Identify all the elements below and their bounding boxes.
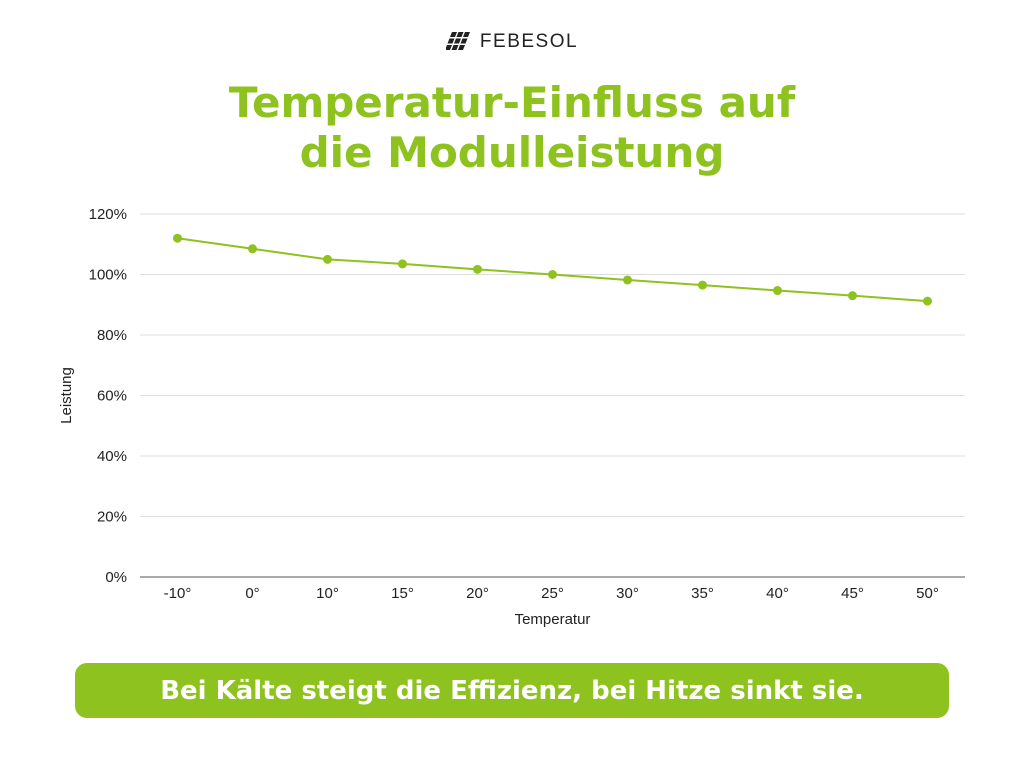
data-point — [773, 286, 782, 296]
y-tick-label: 60% — [97, 388, 127, 405]
x-tick-label: 45° — [841, 585, 864, 602]
data-point — [248, 244, 257, 254]
data-point — [848, 291, 857, 301]
y-tick-label: 120% — [89, 206, 127, 223]
y-tick-label: 40% — [97, 448, 127, 465]
data-point — [923, 296, 932, 306]
brand-header: FEBESOL — [0, 30, 1024, 54]
x-tick-label: 20° — [466, 585, 489, 602]
data-point — [473, 264, 482, 274]
data-point — [323, 254, 332, 264]
data-points — [173, 233, 932, 306]
data-point — [698, 280, 707, 290]
x-tick-label: 0° — [245, 585, 259, 602]
title-line-1: Temperatur-Einfluss auf — [228, 78, 796, 127]
data-point — [623, 275, 632, 285]
y-tick-label: 100% — [89, 267, 127, 284]
y-axis-title: Leistung — [58, 367, 75, 424]
y-axis-ticks: 0% 20% 40% 60% 80% 100% 120% — [89, 206, 127, 586]
x-tick-label: 35° — [691, 585, 714, 602]
data-point — [548, 270, 557, 279]
x-tick-label: 50° — [916, 585, 939, 602]
y-tick-label: 80% — [97, 327, 127, 344]
series-line — [177, 237, 928, 303]
solar-panel-icon — [445, 32, 470, 50]
x-tick-label: 15° — [391, 585, 414, 602]
x-tick-label: 25° — [541, 585, 564, 602]
summary-banner-text: Bei Kälte steigt die Effizienz, bei Hitz… — [160, 675, 864, 706]
x-axis-ticks: -10° 0° 10° 15° 20° 25° 30° 35° 40° 45° 50° — [164, 585, 939, 602]
y-tick-label: 20% — [97, 509, 127, 526]
x-axis-title: Temperatur — [515, 611, 591, 628]
y-tick-label: 0% — [105, 569, 127, 586]
data-point — [173, 233, 182, 243]
page-title: Temperatur-Einfluss auf die Modulleistun… — [0, 78, 1024, 178]
summary-banner: Bei Kälte steigt die Effizienz, bei Hitz… — [75, 663, 949, 718]
data-point — [398, 259, 407, 269]
x-tick-label: 10° — [316, 585, 339, 602]
brand-name: FEBESOL — [479, 31, 579, 52]
title-line-2: die Modulleistung — [299, 128, 725, 177]
x-tick-label: 30° — [616, 585, 639, 602]
x-tick-label: 40° — [766, 585, 789, 602]
line-chart: 0% 20% 40% 60% 80% 100% 120% -10° 0° 10° 15° 20° 25… — [58, 206, 965, 628]
grid-lines — [140, 213, 965, 517]
x-tick-label: -10° — [164, 585, 192, 602]
